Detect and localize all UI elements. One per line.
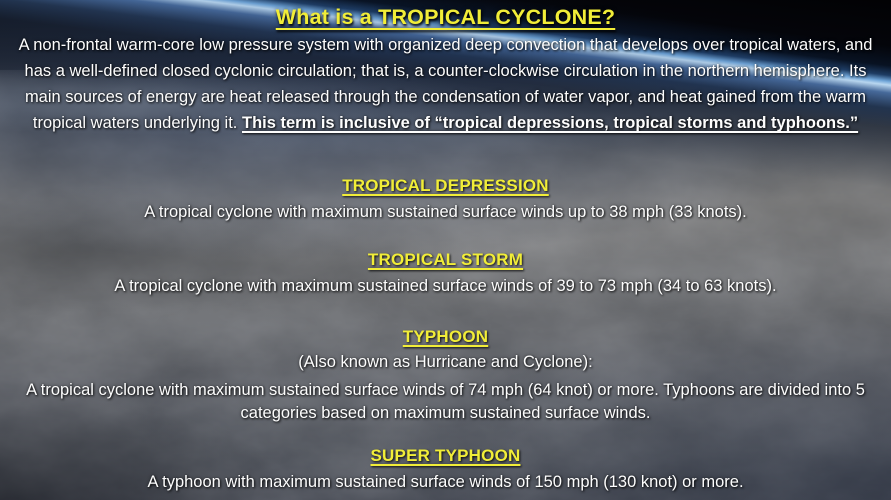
slide-title: What is a TROPICAL CYCLONE?: [275, 5, 616, 29]
tropical-storm-heading: TROPICAL STORM: [367, 250, 524, 269]
tropical-depression-heading: TROPICAL DEPRESSION: [342, 176, 549, 195]
section-typhoon: TYPHOON (Also known as Hurricane and Cyc…: [0, 327, 891, 425]
typhoon-heading: TYPHOON: [402, 327, 489, 346]
intro-emphasis-text: This term is inclusive of “tropical depr…: [241, 114, 859, 132]
intro-text: A non-frontal warm-core low pressure sys…: [18, 36, 873, 132]
intro-paragraph: A non-frontal warm-core low pressure sys…: [8, 32, 884, 136]
typhoon-description: A tropical cyclone with maximum sustaine…: [26, 381, 865, 422]
typhoon-subheading: (Also known as Hurricane and Cyclone):: [298, 353, 593, 371]
section-tropical-storm: TROPICAL STORM A tropical cyclone with m…: [0, 250, 891, 298]
tropical-depression-description: A tropical cyclone with maximum sustaine…: [144, 203, 747, 221]
section-super-typhoon: SUPER TYPHOON A typhoon with maximum sus…: [0, 446, 891, 494]
super-typhoon-heading: SUPER TYPHOON: [370, 446, 521, 465]
section-tropical-depression: TROPICAL DEPRESSION A tropical cyclone w…: [0, 176, 891, 224]
super-typhoon-description: A typhoon with maximum sustained surface…: [147, 473, 744, 491]
tropical-storm-description: A tropical cyclone with maximum sustaine…: [114, 277, 777, 295]
